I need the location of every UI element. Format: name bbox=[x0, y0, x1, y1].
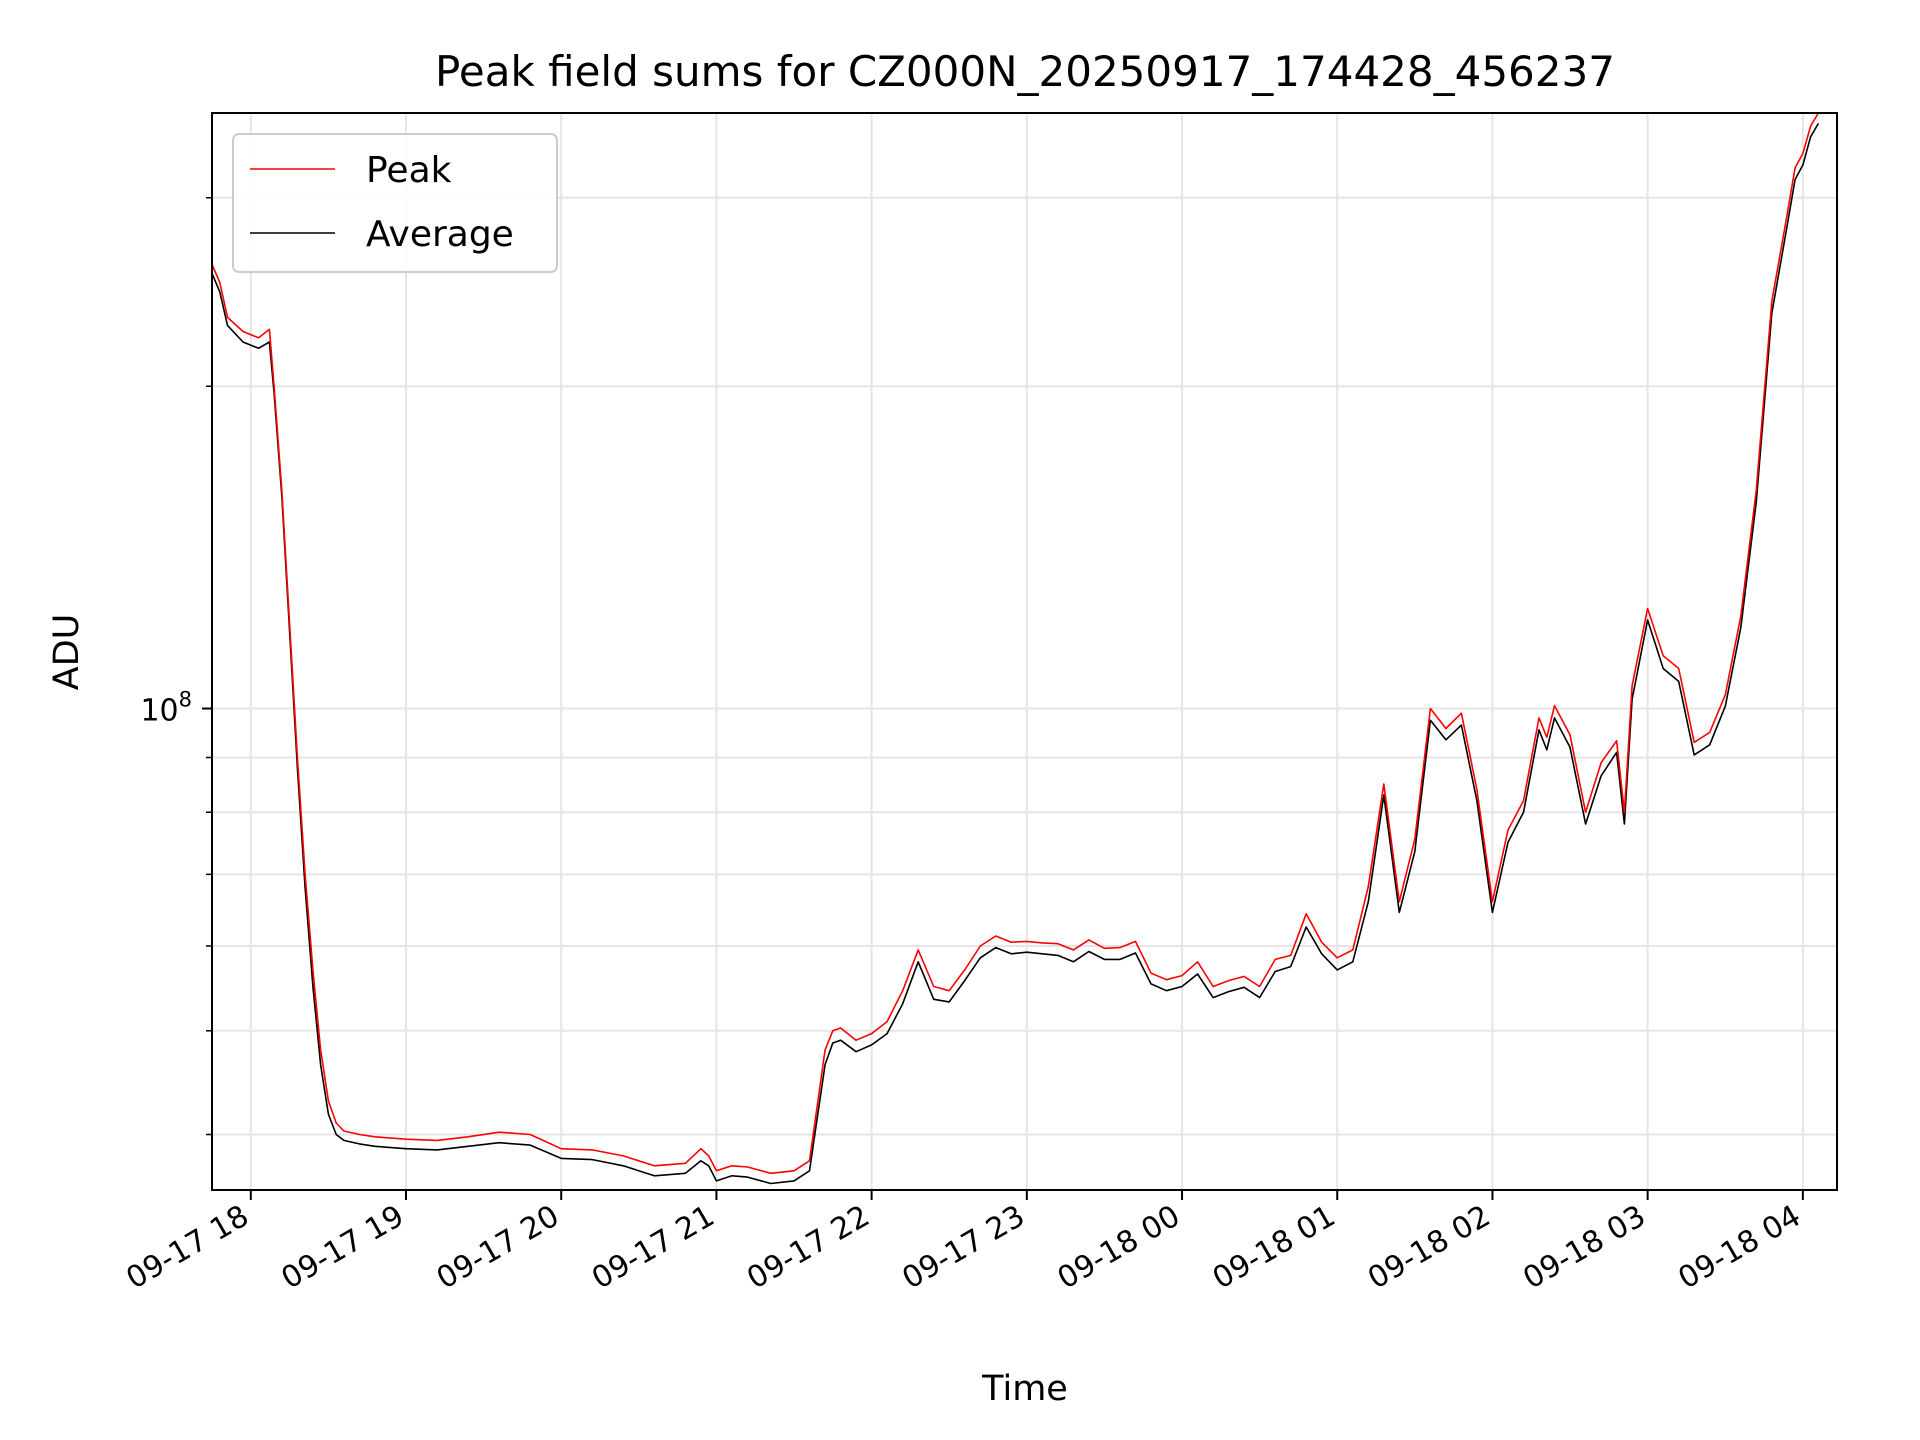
y-axis-label: ADU bbox=[47, 614, 87, 691]
chart-title: Peak field sums for CZ000N_20250917_1744… bbox=[435, 47, 1615, 96]
x-axis-label: Time bbox=[981, 1369, 1068, 1409]
legend-average-label: Average bbox=[366, 214, 514, 255]
plot-frame bbox=[211, 112, 1838, 1191]
grid-layer bbox=[212, 113, 1837, 1190]
legend-peak-label: Peak bbox=[366, 150, 452, 191]
legend: Peak Average bbox=[232, 133, 558, 273]
series-line-average bbox=[212, 122, 1820, 1185]
series-layer bbox=[212, 113, 1820, 1185]
y-tick-label: 108 bbox=[140, 688, 192, 729]
series-line-peak bbox=[212, 113, 1820, 1175]
